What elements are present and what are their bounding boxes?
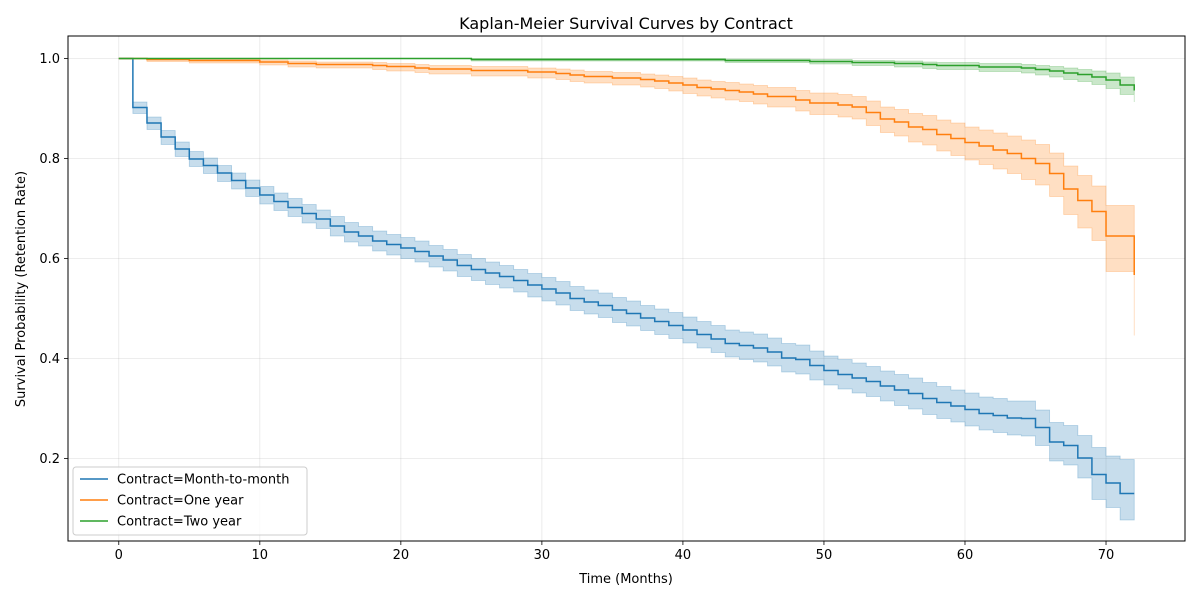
- x-tick-label: 40: [675, 548, 692, 563]
- x-tick-label: 60: [957, 548, 974, 563]
- x-axis-label: Time (Months): [578, 572, 673, 587]
- y-tick-label: 0.2: [39, 452, 60, 467]
- legend-label: Contract=Month-to-month: [117, 473, 289, 488]
- legend-label: Contract=One year: [117, 494, 244, 509]
- y-tick-label: 1.0: [39, 52, 60, 67]
- axis-ticks: 0 10 20 30 40 50 60 70 0.2 0.4 0.6 0.8 1.0: [39, 52, 1114, 563]
- legend-box: [72, 466, 308, 536]
- ci-band-contract-two-year: [118, 58, 1135, 102]
- grid: [68, 36, 1185, 541]
- legend-label: Contract=Two year: [117, 515, 242, 530]
- survival-lines: [118, 57, 1135, 495]
- ci-band-contract-month-to-month: [118, 58, 1135, 521]
- x-tick-label: 10: [252, 548, 269, 563]
- x-tick-label: 50: [816, 548, 833, 563]
- y-tick-label: 0.4: [39, 352, 60, 367]
- ci-band-contract-one-year: [118, 58, 1135, 336]
- plot-frame: [67, 35, 1186, 542]
- y-tick-label: 0.8: [39, 152, 60, 167]
- y-axis-label: Survival Probability (Retention Rate): [14, 171, 29, 407]
- x-tick-label: 0: [115, 548, 123, 563]
- y-tick-label: 0.6: [39, 252, 60, 267]
- x-tick-label: 70: [1098, 548, 1115, 563]
- x-tick-label: 20: [393, 548, 410, 563]
- series-line-contract-month-to-month: [118, 57, 1135, 495]
- legend: Contract=Month-to-month Contract=One year…: [72, 466, 308, 536]
- series-line-contract-one-year: [118, 57, 1135, 275]
- series-line-contract-two-year: [118, 57, 1135, 91]
- chart-title: Kaplan-Meier Survival Curves by Contract: [459, 14, 793, 33]
- x-tick-label: 30: [534, 548, 551, 563]
- confidence-bands: [118, 58, 1135, 521]
